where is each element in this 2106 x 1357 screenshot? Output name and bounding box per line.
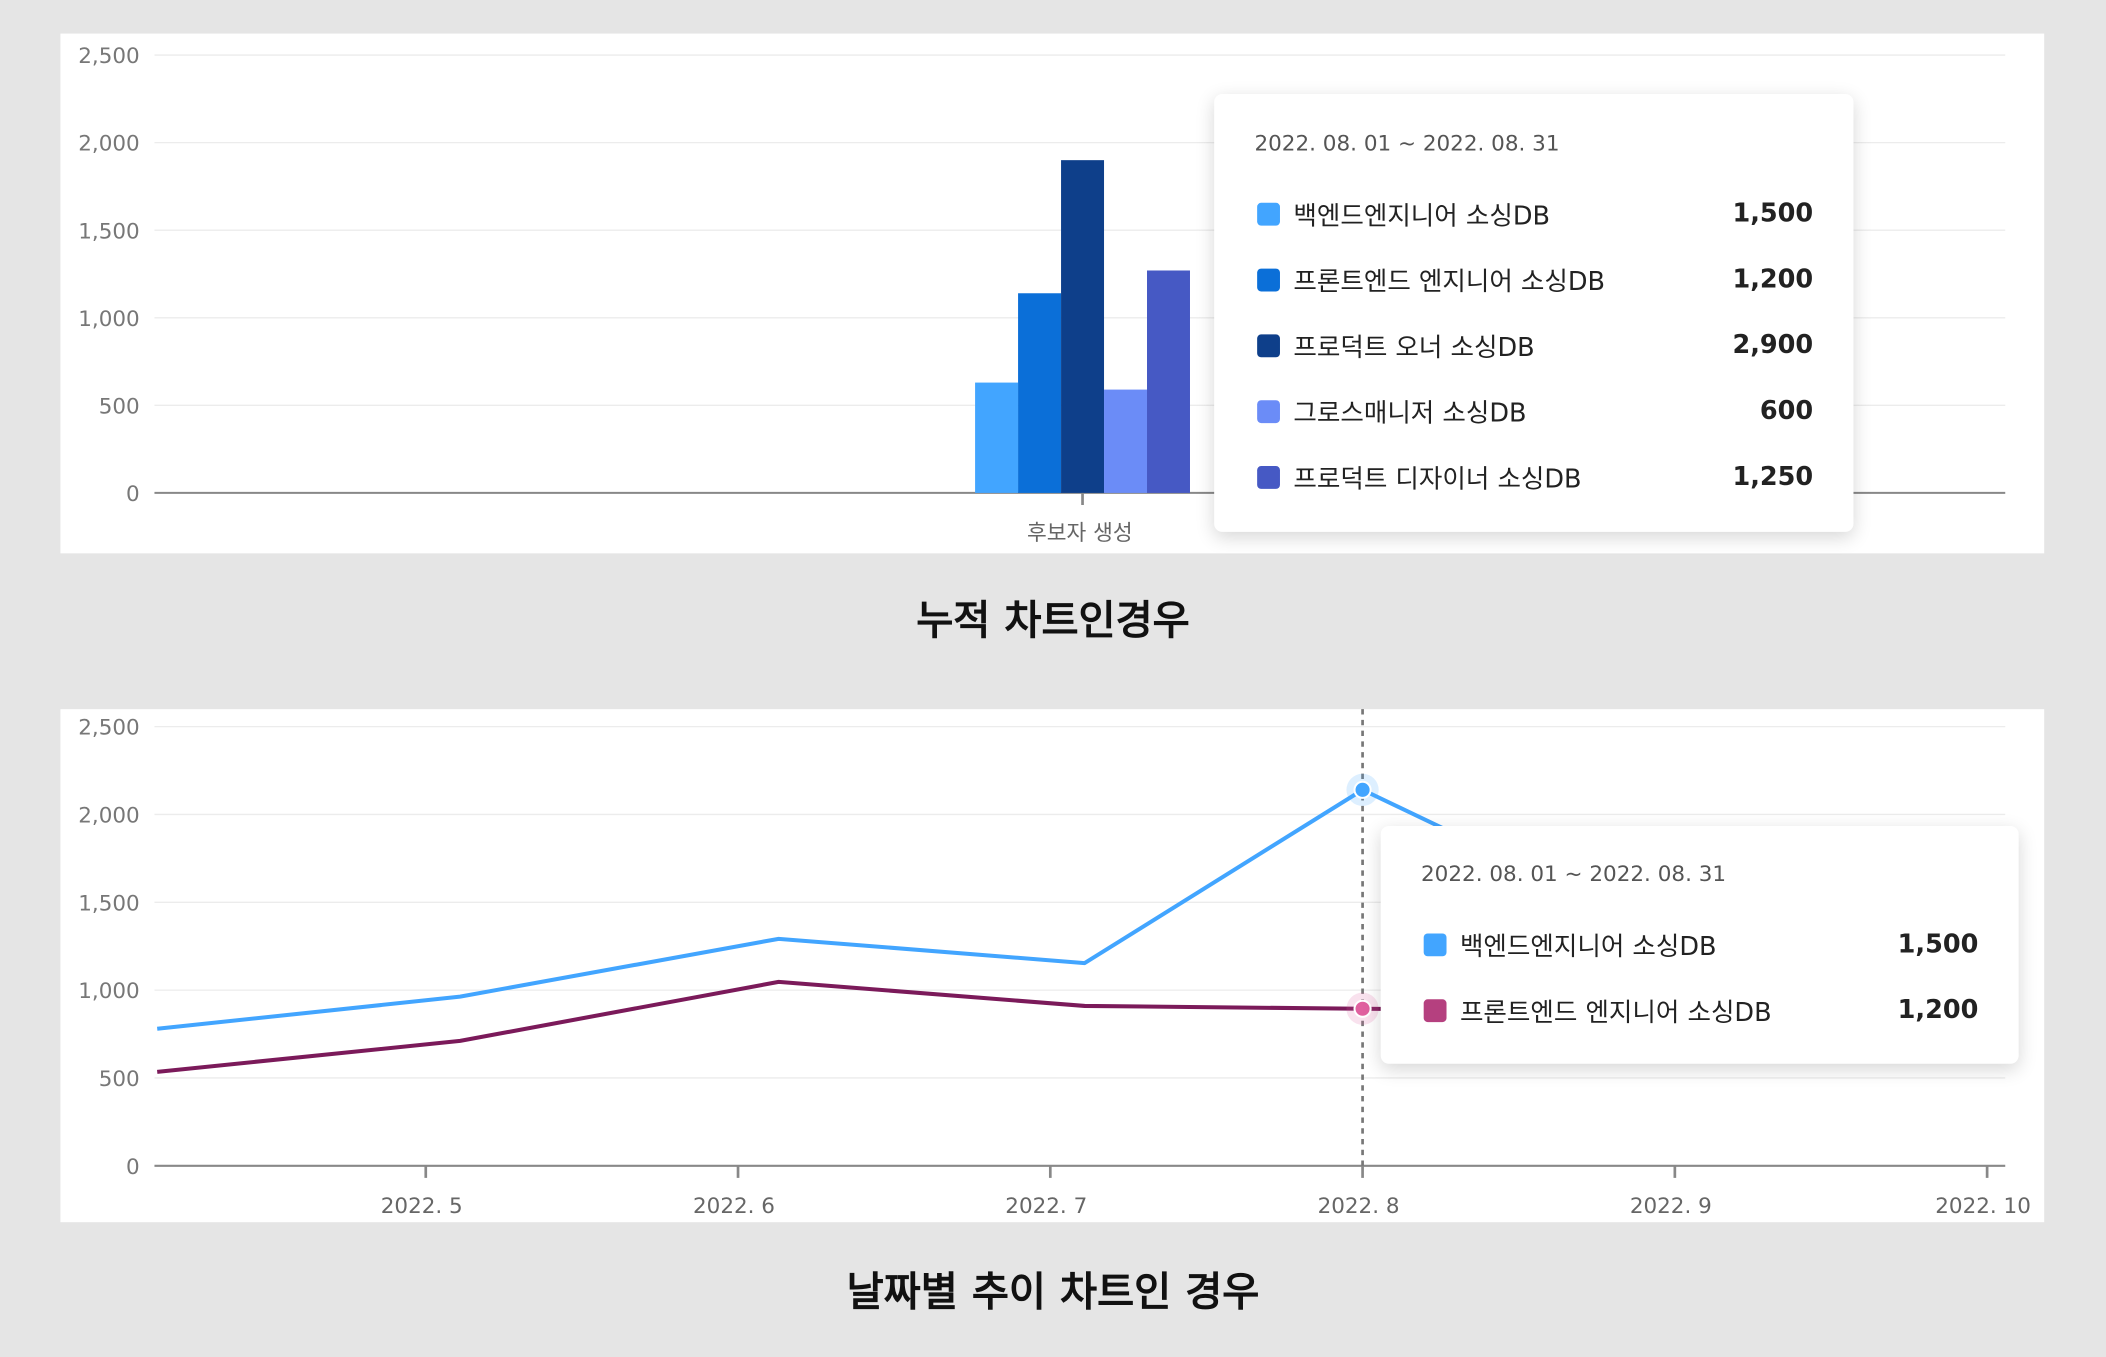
y-tick-label: 500 (99, 394, 140, 419)
tooltip-item-label: 백엔드엔지니어 소싱DB (1293, 200, 1550, 231)
y-tick-label: 2,000 (78, 132, 139, 157)
tooltip-item: 그로스매니저 소싱DB 600 (1257, 395, 1814, 428)
bar-chart-panel: 0 500 1,000 1,500 2,000 2,500 후보자 생성 2022. 08.… (60, 33, 2045, 554)
tooltip-item: 프로덕트 오너 소싱DB 2,900 (1257, 329, 1814, 362)
tooltip-item-value: 1,200 (1732, 264, 1814, 295)
tooltip-item: 프론트엔드 엔지니어 소싱DB 1,200 (1257, 263, 1814, 297)
y-tick-label: 2,000 (78, 804, 139, 829)
series-line (157, 979, 1466, 1074)
tooltip-item-label: 백엔드엔지니어 소싱DB (1459, 931, 1717, 961)
bar-chart-caption: 누적 차트인경우 (916, 597, 1190, 645)
legend-swatch-icon (1257, 333, 1280, 357)
tooltip-item-label: 프로덕트 디자이너 소싱DB (1293, 464, 1582, 494)
x-tick-label: 후보자 생성 (1027, 521, 1133, 546)
y-tick-label: 0 (126, 1155, 140, 1180)
y-tick-label: 2,500 (78, 716, 139, 741)
line-chart-tooltip: 2022. 08. 01 ~ 2022. 08. 31 백엔드엔지니어 소싱DB… (1380, 826, 2019, 1064)
tooltip-item-label: 프론트엔드 엔지니어 소싱DB (1459, 997, 1772, 1027)
x-tick-label: 2022. 8 (1318, 1194, 1400, 1219)
x-tick-label: 2022. 9 (1630, 1194, 1712, 1219)
legend-swatch-icon (1257, 465, 1280, 489)
y-tick-label: 2,500 (78, 44, 139, 69)
bar (1147, 270, 1190, 493)
y-tick-label: 1,500 (78, 891, 139, 916)
bar-chart: 0 500 1,000 1,500 2,000 2,500 후보자 생성 (78, 44, 2006, 546)
x-tick-label: 2022. 7 (1005, 1194, 1087, 1219)
bar (1104, 389, 1148, 493)
y-tick-label: 500 (99, 1067, 140, 1092)
x-tick-label: 2022. 5 (381, 1194, 463, 1219)
x-tick-label: 2022. 10 (1935, 1194, 2031, 1219)
tooltip-item: 프론트엔드 엔지니어 소싱DB 1,200 (1423, 994, 1979, 1027)
tooltip-item: 프로덕트 디자이너 소싱DB 1,250 (1257, 461, 1814, 494)
tooltip-item-value: 600 (1759, 396, 1814, 426)
hover-point (1353, 780, 1372, 799)
tooltip-item-value: 1,500 (1897, 929, 1979, 959)
line-chart-caption: 날짜별 추이 차트인 경우 (846, 1269, 1260, 1317)
bar-chart-tooltip: 2022. 08. 01 ~ 2022. 08. 31 백엔드엔지니어 소싱DB… (1214, 94, 1854, 532)
legend-swatch-icon (1257, 267, 1280, 291)
tooltip-item-label: 그로스매니저 소싱DB (1293, 398, 1527, 428)
legend-swatch-icon (1257, 202, 1280, 225)
bar (975, 382, 1019, 493)
line-chart: 0 500 1,000 1,500 2,000 2,500 2022. 5 2022. 6 20… (78, 709, 2031, 1219)
y-tick-label: 1,500 (78, 219, 139, 244)
tooltip-item: 백엔드엔지니어 소싱DB 1,500 (1423, 928, 1979, 961)
y-tick-label: 1,000 (78, 979, 139, 1004)
x-tick-label: 2022. 6 (693, 1194, 775, 1219)
y-tick-label: 1,000 (78, 307, 139, 332)
tooltip-header: 2022. 08. 01 ~ 2022. 08. 31 (1254, 130, 1560, 156)
bar (1018, 293, 1062, 493)
legend-swatch-icon (1257, 399, 1280, 423)
y-tick-label: 0 (126, 482, 140, 507)
tooltip-item: 백엔드엔지니어 소싱DB 1,500 (1257, 197, 1814, 231)
tooltip-item-value: 1,200 (1897, 995, 1979, 1025)
tooltip-item-label: 프로덕트 오너 소싱DB (1293, 332, 1535, 362)
legend-swatch-icon (1423, 932, 1447, 956)
tooltip-item-value: 1,500 (1732, 198, 1814, 229)
series-line (156, 787, 1467, 1031)
tooltip-item-value: 2,900 (1732, 330, 1814, 360)
bar (1061, 160, 1105, 493)
line-chart-panel: 0 500 1,000 1,500 2,000 2,500 2022. 5 2022. 6 20… (60, 709, 2045, 1223)
legend-swatch-icon (1423, 998, 1447, 1022)
tooltip-item-value: 1,250 (1732, 462, 1814, 492)
tooltip-item-label: 프론트엔드 엔지니어 소싱DB (1293, 266, 1606, 297)
tooltip-header: 2022. 08. 01 ~ 2022. 08. 31 (1420, 860, 1727, 887)
hover-point (1353, 999, 1372, 1018)
